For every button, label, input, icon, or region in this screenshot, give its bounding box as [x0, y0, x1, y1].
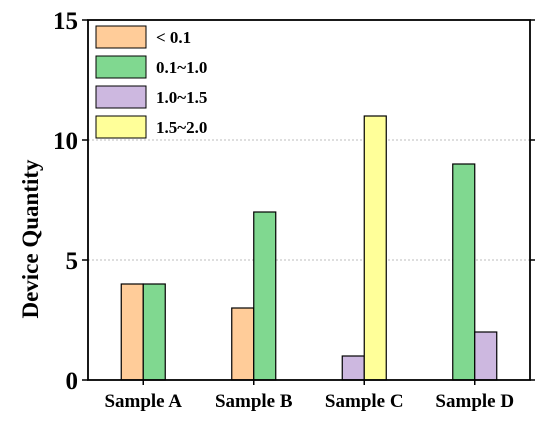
y-tick-label: 15 [53, 8, 78, 35]
x-tick-label: Sample A [104, 391, 182, 412]
tick-labels: Sample A Sample B Sample C Sample D 0 5 10 15 [53, 8, 514, 412]
x-tick-label: Sample B [215, 391, 293, 412]
bar-sample-a-series-2 [142, 283, 166, 381]
legend-swatch-1 [95, 25, 147, 49]
legend-swatch-2 [95, 55, 147, 79]
y-tick-label: 5 [66, 248, 79, 275]
legend-label-2: 0.1~1.0 [156, 58, 207, 77]
bar-sample-b-series-1 [231, 307, 255, 381]
axes [82, 19, 535, 385]
x-tick-label: Sample C [325, 391, 404, 412]
legend-swatch-4 [95, 115, 147, 139]
bar-sample-c-series-3 [341, 355, 365, 381]
bar-sample-a-series-1 [120, 283, 144, 381]
legend-label-4: 1.5~2.0 [156, 118, 207, 137]
x-tick-label: Sample D [435, 391, 514, 412]
y-axis-label: Device Quantity [18, 159, 43, 319]
y-tick-label: 10 [53, 128, 78, 155]
bars [120, 115, 498, 381]
bar-sample-d-series-3 [474, 331, 498, 381]
legend-label-3: 1.0~1.5 [156, 88, 207, 107]
legend: < 0.1 0.1~1.0 1.0~1.5 1.5~2.0 [95, 25, 207, 139]
plot-frame [87, 19, 531, 381]
bar-sample-c-series-4 [363, 115, 387, 381]
legend-swatch-3 [95, 85, 147, 109]
legend-label-1: < 0.1 [156, 28, 191, 47]
bar-sample-b-series-2 [253, 211, 277, 381]
bar-sample-d-series-2 [452, 163, 476, 381]
y-tick-label: 0 [66, 368, 79, 395]
